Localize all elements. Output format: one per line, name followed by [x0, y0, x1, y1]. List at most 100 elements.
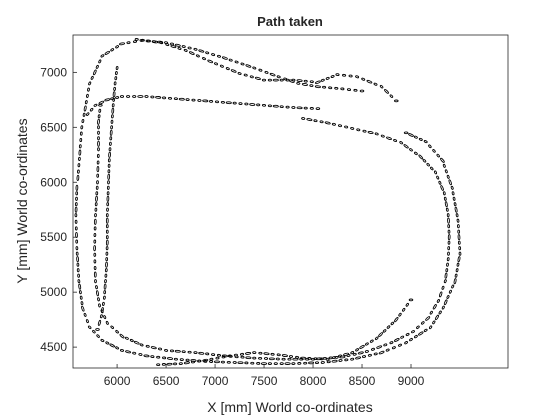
path-point — [350, 127, 355, 130]
path-point — [454, 273, 458, 278]
path-point — [157, 347, 163, 351]
path-point — [447, 234, 451, 241]
path-point — [408, 133, 414, 137]
path-point — [211, 353, 216, 356]
path-point — [264, 70, 269, 74]
path-point — [357, 351, 364, 355]
path-point — [446, 213, 450, 218]
path-point — [96, 290, 99, 297]
path-point — [170, 44, 177, 49]
path-point — [193, 47, 198, 51]
path-point — [320, 361, 325, 364]
path-point — [94, 213, 97, 218]
path-point — [369, 339, 374, 343]
path-point — [132, 95, 137, 98]
path-point — [89, 107, 94, 112]
path-point — [74, 213, 78, 218]
path-point — [447, 217, 450, 224]
path-point — [436, 175, 440, 180]
path-point — [457, 224, 460, 229]
path-point — [309, 107, 314, 110]
path-point — [307, 357, 312, 360]
path-point — [446, 295, 450, 299]
path-point — [400, 335, 405, 339]
path-point — [211, 53, 216, 57]
path-point — [78, 283, 82, 290]
path-point — [145, 344, 150, 348]
path-point — [273, 362, 278, 365]
path-point — [99, 314, 103, 319]
path-point — [432, 304, 437, 310]
path-point — [138, 353, 143, 356]
path-point — [355, 75, 360, 79]
path-point — [399, 141, 404, 145]
path-point — [418, 331, 424, 336]
path-point — [458, 251, 462, 256]
path-point — [129, 338, 134, 343]
path-point — [74, 206, 78, 213]
path-point — [391, 346, 396, 350]
path-point — [92, 329, 96, 334]
path-point — [373, 352, 378, 356]
path-point — [178, 97, 185, 101]
path-point — [173, 357, 178, 361]
path-point — [76, 262, 80, 267]
path-point — [104, 268, 108, 273]
path-point — [330, 75, 335, 78]
path-point — [448, 289, 452, 294]
path-point — [112, 91, 116, 98]
path-point — [240, 62, 245, 66]
path-point — [98, 103, 103, 107]
path-point — [155, 96, 162, 99]
path-point — [75, 246, 79, 251]
path-point — [161, 363, 166, 366]
path-point — [232, 101, 237, 105]
path-point — [272, 78, 279, 82]
y-tick-label: 4500 — [40, 340, 67, 354]
path-point — [104, 98, 111, 102]
path-point — [380, 134, 385, 138]
path-point — [382, 329, 387, 333]
path-point — [78, 149, 82, 156]
path-series — [74, 131, 462, 365]
path-point — [187, 46, 192, 50]
path-point — [74, 219, 78, 224]
path-point — [409, 338, 413, 342]
path-point — [423, 328, 428, 332]
path-point — [95, 64, 99, 69]
path-point — [268, 357, 275, 361]
path-point — [111, 103, 115, 108]
path-point — [261, 103, 267, 107]
path-point — [404, 341, 408, 345]
path-point — [450, 185, 454, 190]
path-point — [105, 257, 109, 262]
path-point — [77, 169, 80, 174]
path-point — [315, 80, 321, 85]
path-point — [436, 299, 440, 303]
path-point — [279, 362, 284, 365]
path-point — [173, 97, 178, 101]
path-point — [156, 363, 161, 367]
path-point — [97, 125, 100, 130]
path-point — [105, 213, 109, 218]
path-point — [394, 316, 399, 323]
path-point — [303, 79, 308, 83]
path-point — [93, 218, 97, 225]
y-axis: 4500 5000 5500 6000 6500 7000 — [40, 65, 77, 354]
path-point — [325, 357, 330, 361]
path-point — [109, 343, 116, 348]
plot-area — [74, 38, 462, 367]
path-point — [269, 72, 276, 77]
path-point — [105, 224, 109, 229]
path-point — [343, 352, 350, 356]
path-point — [93, 252, 97, 257]
path-point — [284, 362, 291, 365]
path-point — [344, 125, 349, 129]
path-point — [103, 295, 106, 300]
path-point — [197, 359, 202, 363]
path-series — [156, 298, 414, 367]
path-point — [252, 356, 257, 360]
path-point — [315, 107, 321, 110]
path-point — [418, 137, 423, 141]
path-point — [320, 78, 325, 82]
